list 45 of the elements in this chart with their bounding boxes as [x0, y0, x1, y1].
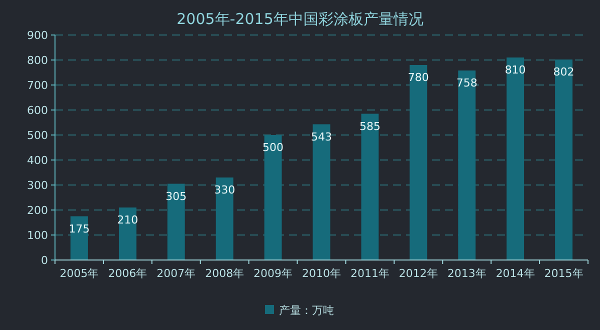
bar	[506, 58, 524, 260]
bar	[118, 208, 136, 260]
y-tick-label: 700	[27, 79, 48, 92]
x-tick-label: 2011年	[350, 267, 390, 280]
bar	[312, 124, 330, 260]
bar	[264, 135, 282, 260]
data-label: 210	[117, 214, 138, 226]
data-label: 500	[262, 141, 284, 154]
y-tick-label: 900	[27, 29, 48, 42]
bar	[167, 184, 185, 260]
x-tick-label: 2005年	[60, 267, 99, 280]
bar	[216, 178, 234, 260]
x-tick-label: 2012年	[398, 267, 438, 280]
x-tick-label: 2014年	[496, 267, 535, 280]
bar	[361, 114, 379, 260]
y-tick-label: 600	[27, 104, 48, 117]
x-tick-label: 2015年	[544, 267, 584, 280]
data-label: 810	[504, 64, 526, 76]
data-label: 758	[456, 76, 478, 90]
y-tick-label: 800	[27, 54, 48, 67]
data-label: 780	[408, 71, 429, 84]
y-tick-label: 200	[27, 204, 48, 217]
x-tick-label: 2008年	[205, 267, 244, 280]
x-tick-label: 2010年	[302, 267, 341, 280]
y-tick-label: 0	[41, 254, 48, 267]
data-label: 330	[214, 184, 236, 196]
x-tick-label: 2007年	[156, 267, 196, 280]
y-tick-label: 400	[27, 154, 48, 167]
y-tick-label: 500	[27, 129, 48, 142]
chart-title: 2005年-2015年中国彩涂板产量情况	[176, 10, 424, 28]
x-tick-label: 2009年	[254, 267, 293, 280]
y-tick-label: 100	[27, 229, 48, 242]
legend-label: 产量：万吨	[279, 304, 334, 317]
bar	[70, 216, 88, 260]
x-tick-label: 2006年	[108, 267, 148, 280]
data-label: 585	[359, 120, 380, 133]
data-label: 543	[311, 130, 332, 144]
data-label: 802	[553, 66, 574, 78]
y-tick-label: 300	[27, 179, 48, 192]
x-tick-label: 2013年	[447, 267, 486, 280]
bar	[555, 60, 572, 260]
data-label: 305	[166, 190, 187, 203]
bar	[410, 65, 428, 260]
data-label: 175	[68, 222, 90, 236]
bar	[458, 70, 476, 260]
